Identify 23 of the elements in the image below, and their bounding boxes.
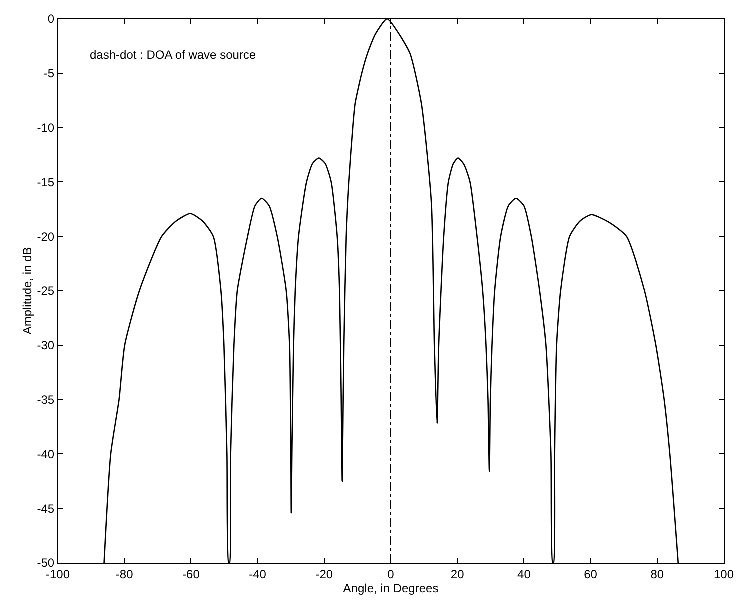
- x-tick-label: 20: [450, 567, 465, 582]
- x-tick-label: 80: [650, 567, 664, 582]
- x-tick-label: -40: [249, 567, 267, 582]
- x-tick-label: -60: [182, 567, 200, 582]
- y-tick-label: -5: [44, 66, 55, 81]
- x-tick-label: 60: [584, 567, 598, 582]
- x-tick-label: -20: [316, 567, 334, 582]
- y-tick-label: -35: [37, 393, 55, 407]
- y-tick-label: -20: [37, 230, 55, 244]
- y-axis-title: Amplitude, in dB: [20, 247, 35, 335]
- x-axis-title: Angle, in Degrees: [343, 581, 439, 596]
- y-tick-label: -40: [37, 447, 55, 462]
- x-tick-label: 40: [518, 567, 532, 582]
- y-tick-label: -15: [37, 175, 55, 190]
- annotation: dash-dot : DOA of wave source: [90, 48, 256, 62]
- y-tick-label: -10: [37, 121, 55, 135]
- x-tick-label: 100: [714, 567, 734, 582]
- x-tick-label: 0: [388, 567, 395, 582]
- y-tick-label: -25: [37, 284, 55, 298]
- y-tick-label: -45: [37, 502, 55, 516]
- y-tick-label: -30: [37, 338, 55, 353]
- x-tick-label: -80: [116, 567, 134, 582]
- y-tick-label: 0: [48, 12, 55, 26]
